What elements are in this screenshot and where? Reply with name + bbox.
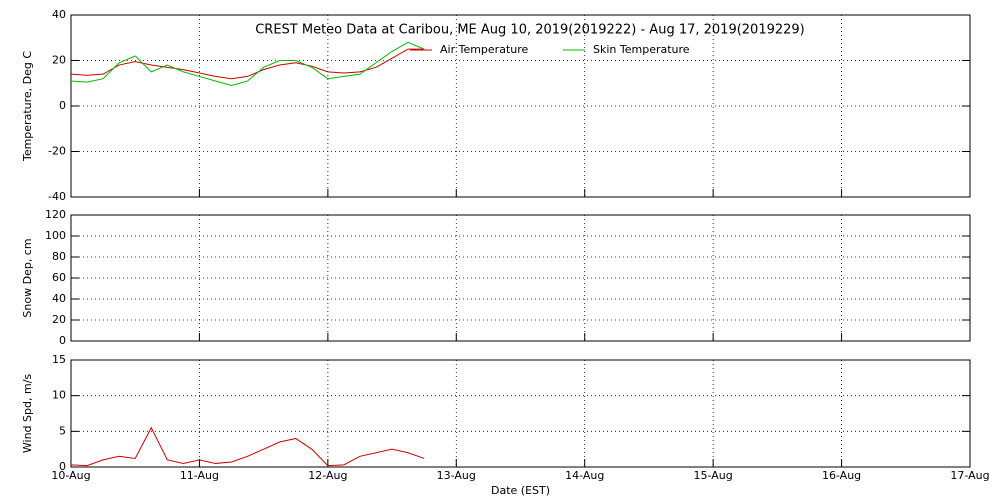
y-tick-label: 40 [52, 8, 66, 21]
x-tick-label: 14-Aug [565, 469, 604, 482]
y-tick-label: 20 [52, 313, 66, 326]
y-tick-label: 120 [45, 208, 66, 221]
y-tick-label: 100 [45, 229, 66, 242]
y-axis-label: Wind Spd, m/s [21, 374, 34, 454]
chart-title: CREST Meteo Data at Caribou, ME Aug 10, … [255, 23, 805, 38]
legend-label: Air Temperature [440, 43, 529, 56]
x-tick-label: 11-Aug [180, 469, 219, 482]
x-axis-label: Date (EST) [491, 484, 550, 497]
y-tick-label: -40 [48, 190, 66, 203]
y-tick-label: 0 [59, 334, 66, 347]
x-tick-label: 17-Aug [950, 469, 989, 482]
series-line [70, 41, 425, 87]
series-line [70, 48, 425, 80]
x-tick-label: 16-Aug [822, 469, 861, 482]
y-tick-label: 40 [52, 292, 66, 305]
y-axis-label: Temperature, Deg C [21, 51, 34, 162]
y-tick-label: 10 [52, 389, 66, 402]
plot-frame [70, 359, 971, 468]
plot-frame [70, 214, 971, 342]
x-tick-label: 12-Aug [308, 469, 347, 482]
y-tick-label: 5 [59, 424, 66, 437]
y-tick-label: 80 [52, 250, 66, 263]
y-axis-label: Snow Dep, cm [21, 238, 34, 317]
plot-frame [70, 14, 971, 198]
y-tick-label: 0 [59, 99, 66, 112]
y-tick-label: 0 [59, 460, 66, 473]
y-tick-label: 20 [52, 54, 66, 67]
y-tick-label: 60 [52, 271, 66, 284]
x-tick-label: 10-Aug [51, 469, 90, 482]
x-tick-label: 15-Aug [694, 469, 733, 482]
x-tick-label: 13-Aug [437, 469, 476, 482]
y-tick-label: -20 [48, 145, 66, 158]
legend-label: Skin Temperature [593, 43, 690, 56]
y-tick-label: 15 [52, 353, 66, 366]
series-line [70, 426, 425, 467]
